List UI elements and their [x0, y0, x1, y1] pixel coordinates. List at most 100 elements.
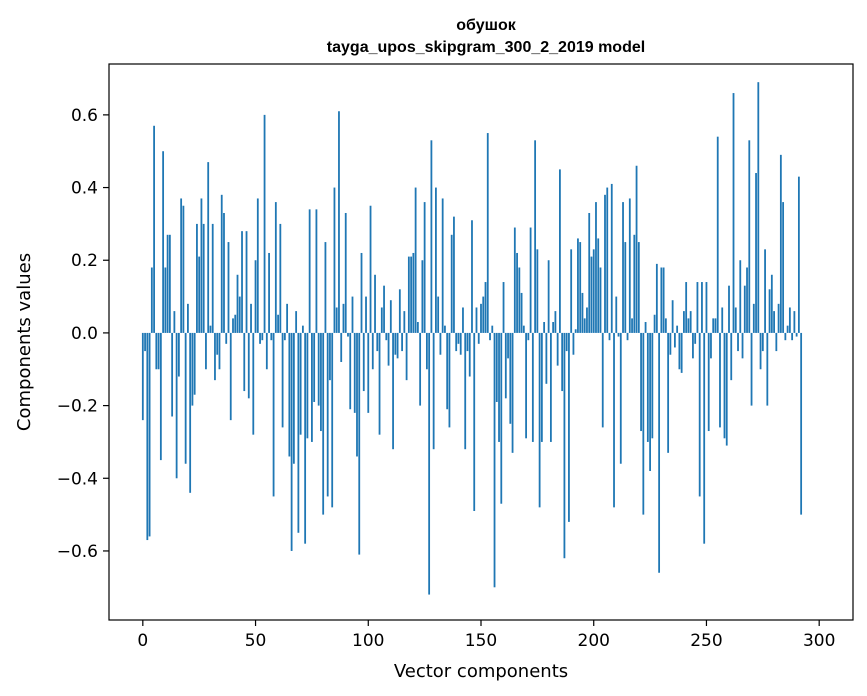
bar — [159, 332, 162, 461]
bar — [254, 260, 257, 333]
bar — [297, 332, 300, 533]
bar — [292, 332, 295, 464]
bar — [685, 282, 688, 333]
y-tick-label: 0.0 — [71, 324, 98, 344]
bar — [788, 307, 791, 333]
bar — [782, 202, 785, 333]
bar — [326, 332, 329, 497]
bar — [764, 249, 766, 333]
bar — [464, 332, 467, 450]
bar — [723, 332, 726, 439]
bar — [651, 332, 654, 439]
bar — [710, 332, 712, 359]
bar — [281, 332, 284, 428]
bar — [153, 125, 155, 333]
bar — [561, 332, 564, 392]
bar — [223, 212, 225, 333]
bar — [211, 223, 214, 333]
x-axis-label: Vector components — [394, 661, 568, 682]
bar — [716, 136, 719, 333]
bar — [520, 292, 523, 333]
bar — [283, 332, 286, 341]
bar — [367, 332, 370, 413]
bar — [536, 249, 539, 333]
bar — [236, 274, 239, 333]
bar — [662, 267, 665, 333]
bar — [477, 332, 480, 344]
bar — [205, 332, 207, 370]
bar — [462, 307, 464, 333]
bar — [423, 202, 426, 333]
bar — [559, 169, 561, 333]
bar — [392, 332, 394, 450]
bar — [455, 332, 458, 352]
bar — [719, 332, 721, 428]
bar — [777, 303, 780, 333]
chart-title-line1: обушок — [456, 17, 516, 34]
bar — [387, 332, 390, 366]
bar — [439, 332, 442, 355]
bar — [703, 332, 706, 544]
bar — [556, 332, 559, 366]
bar — [658, 332, 661, 573]
bar — [365, 296, 367, 333]
bar — [446, 332, 449, 410]
bar — [689, 311, 692, 333]
bar — [416, 322, 419, 333]
bar — [448, 332, 451, 428]
bar — [148, 332, 151, 537]
bar — [272, 332, 275, 497]
x-tick-label: 200 — [578, 631, 610, 651]
bar — [356, 332, 358, 457]
bar — [619, 332, 622, 464]
bar — [613, 332, 615, 508]
bar — [410, 256, 413, 333]
bar — [229, 332, 232, 421]
bar — [277, 314, 279, 333]
bar — [608, 332, 611, 341]
bar — [572, 332, 575, 355]
bar — [498, 332, 500, 442]
bar — [730, 332, 733, 381]
bar — [671, 300, 674, 333]
bar — [484, 282, 487, 333]
bar — [721, 307, 724, 333]
bar — [786, 325, 789, 333]
bar — [259, 332, 261, 344]
bar — [279, 223, 282, 333]
bar — [288, 332, 291, 457]
bar — [676, 325, 679, 333]
bar — [509, 332, 512, 424]
bar — [750, 332, 753, 406]
bar — [378, 332, 381, 435]
bar — [333, 187, 336, 333]
bar — [714, 318, 717, 333]
bar — [162, 151, 165, 333]
bar — [157, 332, 160, 370]
bar — [315, 209, 318, 333]
bar — [513, 227, 516, 333]
chart-title-line2: tayga_upos_skipgram_300_2_2019 model — [327, 39, 645, 56]
bar — [371, 332, 374, 370]
bar — [547, 260, 550, 333]
bar — [301, 325, 304, 333]
bar — [795, 332, 798, 337]
bar — [732, 93, 735, 333]
x-tick-label: 250 — [690, 631, 722, 651]
bar — [459, 332, 462, 355]
bar — [502, 282, 505, 333]
plot-frame — [108, 63, 854, 621]
bar — [360, 252, 363, 333]
bar — [739, 260, 742, 333]
bar — [385, 332, 388, 341]
bar — [581, 292, 584, 333]
bar — [680, 332, 683, 373]
bar — [694, 332, 697, 344]
bar — [664, 318, 667, 333]
bar — [202, 223, 205, 333]
bar — [791, 332, 794, 341]
y-axis: −0.6 −0.4 −0.2 0.0 0.2 0.4 0.6 — [57, 106, 109, 562]
y-tick-label: −0.4 — [57, 469, 98, 489]
bar — [207, 162, 210, 333]
